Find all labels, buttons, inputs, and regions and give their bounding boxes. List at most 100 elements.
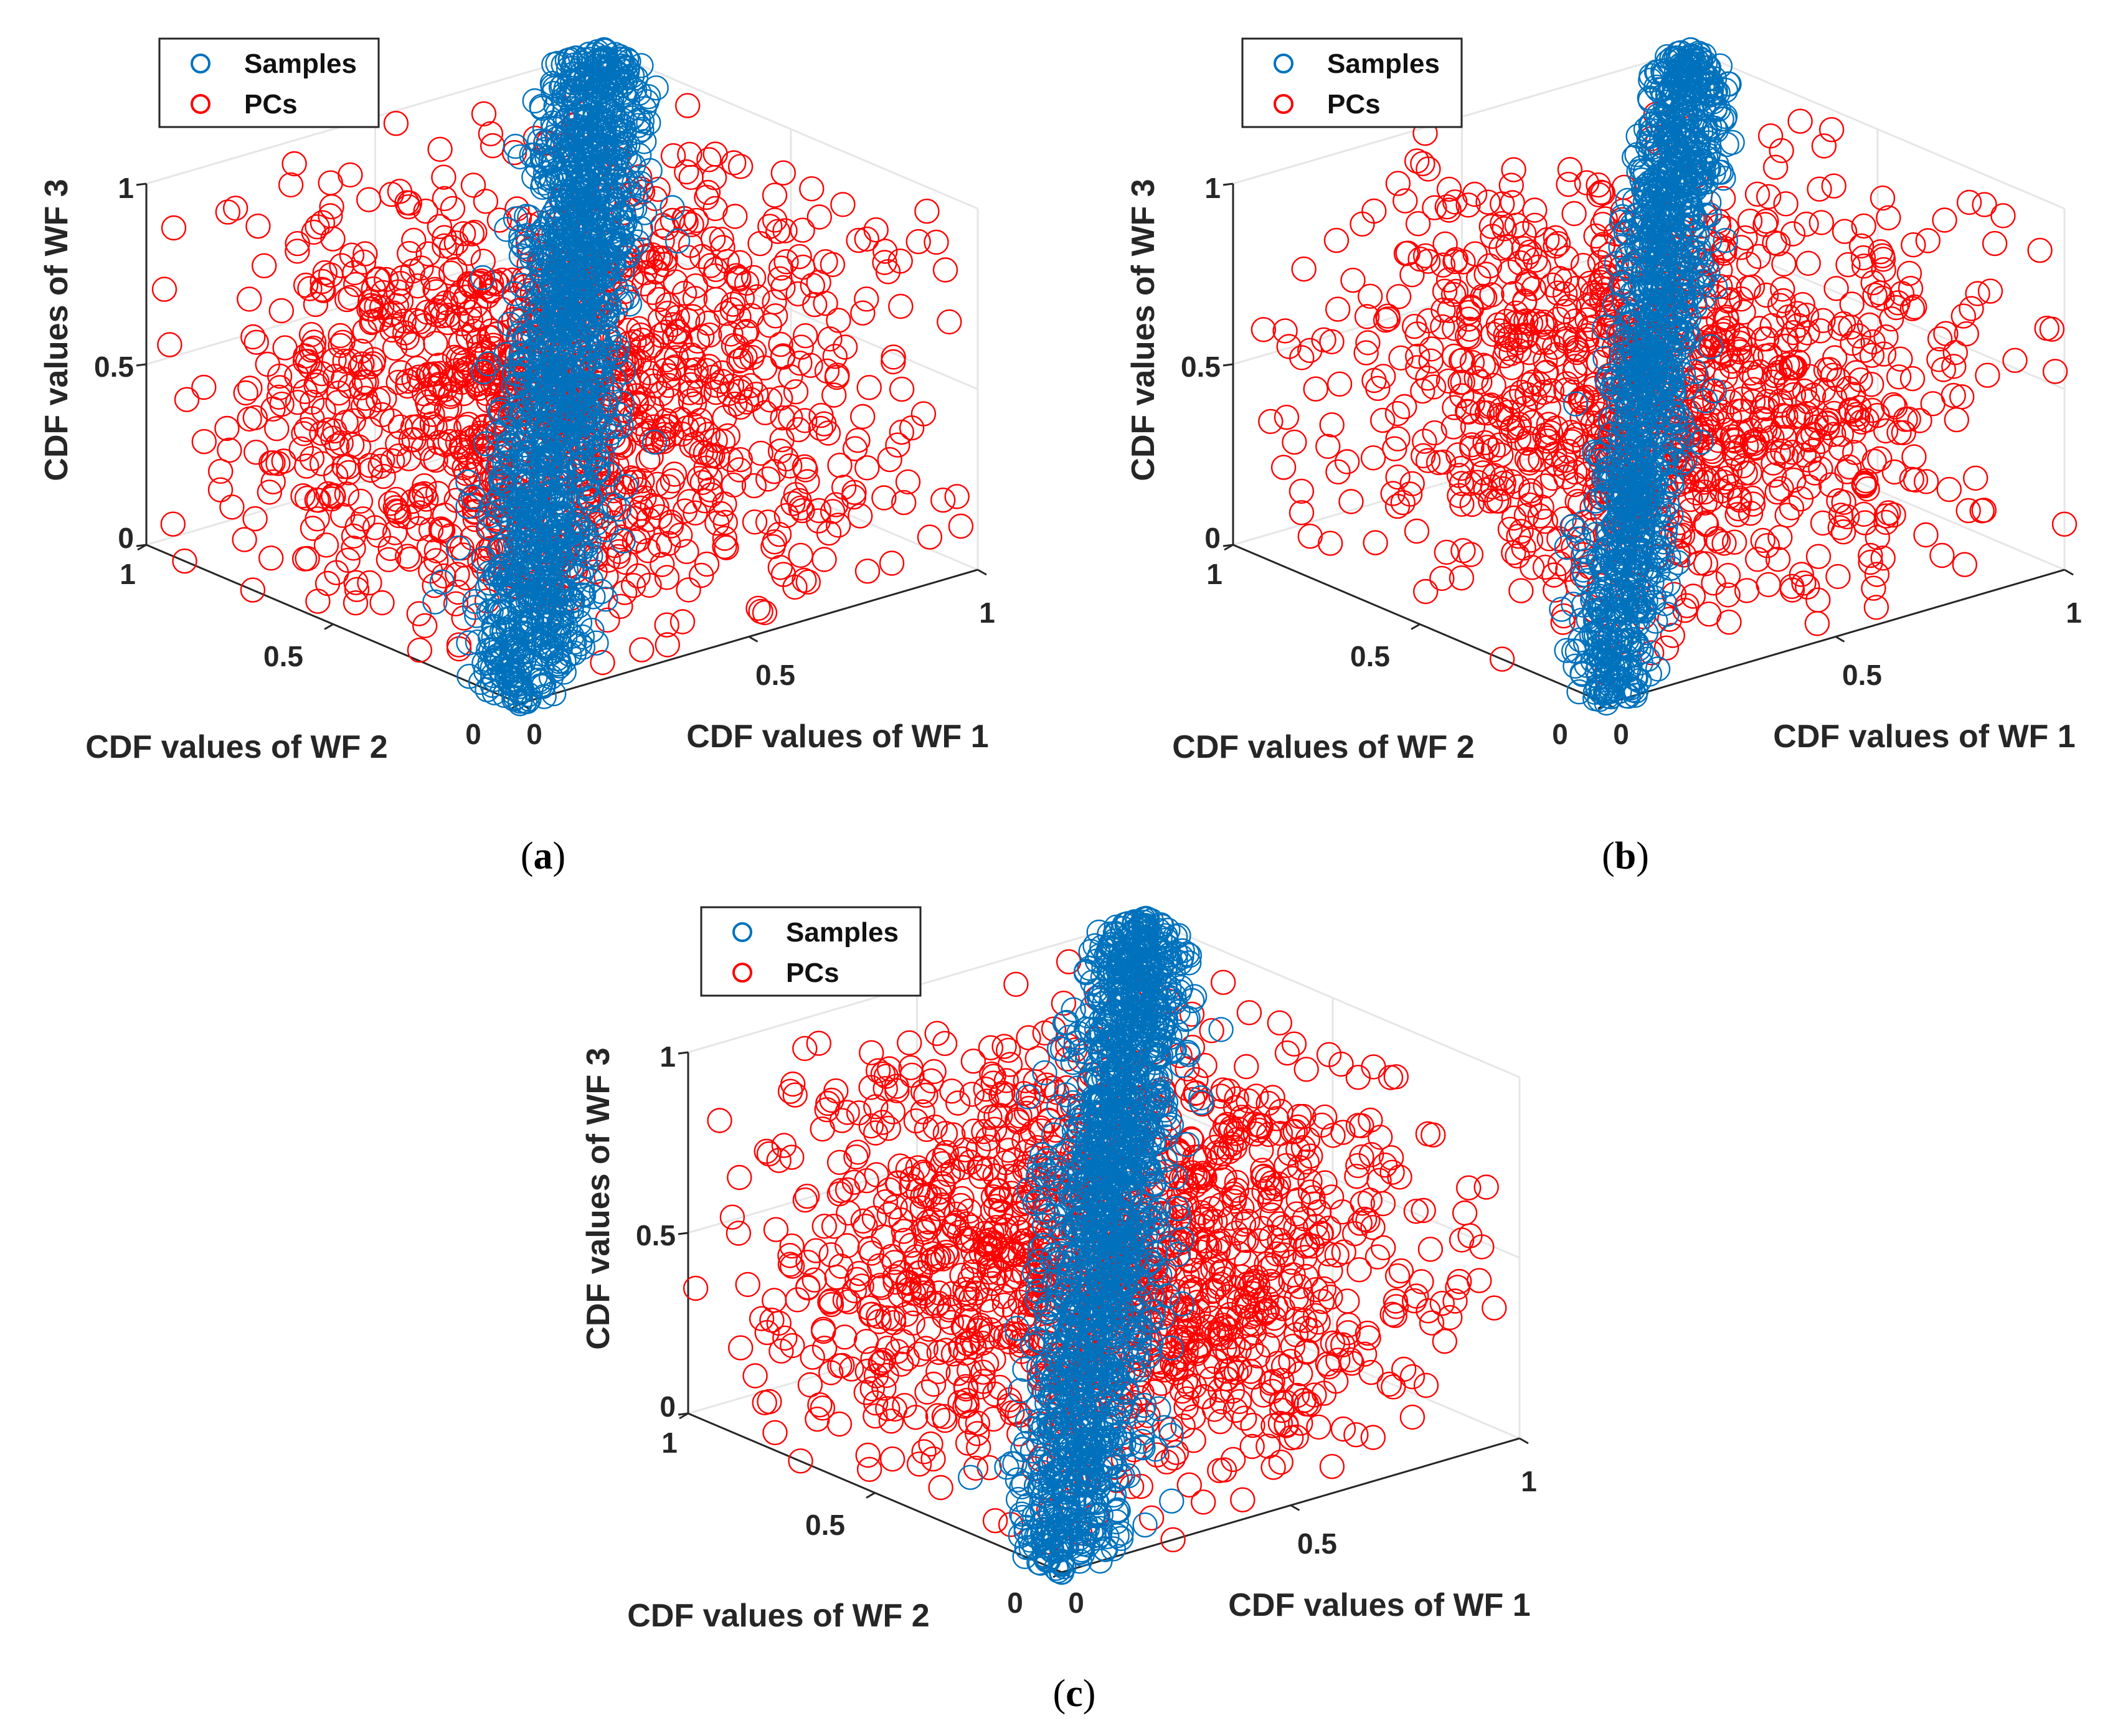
pcs-point xyxy=(699,364,726,390)
pcs-point xyxy=(478,318,504,344)
pcs-point xyxy=(640,493,665,518)
pcs-point xyxy=(656,363,682,389)
pcs-point xyxy=(427,136,453,163)
pcs-point xyxy=(383,110,409,136)
pcs-point xyxy=(297,276,323,301)
y-axis-label: CDF values of WF 2 xyxy=(85,729,387,765)
pcs-point xyxy=(703,257,729,282)
pcs-point xyxy=(1272,318,1298,344)
pcs-point xyxy=(830,192,856,217)
pcs-point xyxy=(343,590,369,616)
x-axis-label: CDF values of WF 1 xyxy=(686,719,988,755)
pcs-point xyxy=(237,375,263,401)
pcs-point xyxy=(332,348,357,374)
pcs-point xyxy=(593,564,619,590)
pcs-point xyxy=(1385,465,1411,490)
pcs-point xyxy=(660,143,686,169)
pcs-point xyxy=(431,164,456,190)
pcs-point xyxy=(712,534,737,559)
pcs-point xyxy=(780,491,806,516)
pcs-point xyxy=(680,345,706,370)
y-tick-mark xyxy=(137,544,147,551)
pcs-point xyxy=(348,488,374,514)
pcs-point xyxy=(655,292,681,318)
pcs-point xyxy=(397,546,423,572)
scatter-marks xyxy=(151,37,974,717)
pcs-point xyxy=(379,317,405,343)
samples-point xyxy=(422,589,448,615)
pcs-point xyxy=(400,332,425,357)
pcs-point xyxy=(2027,237,2053,263)
pcs-point xyxy=(655,474,681,499)
pcs-point xyxy=(741,473,767,499)
pcs-point xyxy=(662,324,688,350)
pcs-point xyxy=(1288,500,1315,526)
pcs-point xyxy=(783,379,809,405)
x-tick-mark xyxy=(1835,636,1845,643)
pcs-point xyxy=(710,428,736,455)
pcs-point xyxy=(760,534,786,560)
pcs-point xyxy=(397,241,422,267)
pcs-point xyxy=(357,570,382,596)
pcs-point xyxy=(635,507,661,532)
pcs-point xyxy=(721,150,747,176)
pcs-point xyxy=(790,254,816,280)
pcs-point xyxy=(269,391,295,417)
pcs-point xyxy=(700,226,726,252)
pcs-point xyxy=(473,189,499,214)
pcs-point xyxy=(739,344,765,370)
pcs-point xyxy=(291,421,316,446)
pcs-point xyxy=(608,593,633,619)
pcs-point xyxy=(727,154,754,179)
pcs-point xyxy=(466,375,492,401)
pcs-point xyxy=(278,172,304,198)
pcs-point xyxy=(366,266,391,292)
pcs-point xyxy=(413,198,438,224)
pcs-point xyxy=(636,335,662,361)
pcs-point xyxy=(769,427,795,453)
pcs-point xyxy=(811,547,837,572)
z-axis-label: CDF values of WF 3 xyxy=(39,179,75,481)
pcs-point xyxy=(745,595,771,621)
pcs-point xyxy=(267,375,293,400)
samples-point xyxy=(494,217,519,242)
pcs-point xyxy=(442,285,468,311)
pcs-point xyxy=(260,469,286,494)
pcs-point xyxy=(471,415,497,440)
pcs-point xyxy=(387,414,414,440)
pcs-point xyxy=(654,612,679,638)
pcs-point xyxy=(504,196,530,222)
pcs-point xyxy=(895,469,921,495)
pcs-point xyxy=(752,600,778,626)
pcs-point xyxy=(305,506,330,532)
pcs-point xyxy=(1870,185,1896,211)
pcs-point xyxy=(427,214,453,239)
pcs-point xyxy=(478,121,504,147)
pcs-point xyxy=(712,526,738,551)
pcs-point xyxy=(1805,544,1832,569)
pcs-point xyxy=(252,253,277,278)
pcs-point xyxy=(1251,317,1277,342)
pcs-point xyxy=(1818,116,1845,143)
pcs-point xyxy=(1941,382,1966,408)
pcs-point xyxy=(436,303,461,328)
pcs-point xyxy=(899,415,925,441)
pcs-point xyxy=(336,460,362,486)
pcs-point xyxy=(244,329,269,355)
z-tick-0: 0 xyxy=(118,522,134,554)
pcs-point xyxy=(1388,345,1414,371)
pcs-point xyxy=(281,151,307,177)
pcs-point xyxy=(423,447,448,473)
pcs-point xyxy=(816,520,842,546)
pcs-point xyxy=(433,397,460,422)
pcs-point xyxy=(1818,472,1844,498)
pcs-point xyxy=(788,495,814,521)
pcs-point xyxy=(1896,260,1922,286)
pcs-point xyxy=(727,447,754,473)
pcs-point xyxy=(762,207,788,233)
pcs-point xyxy=(1498,172,1524,198)
pcs-point xyxy=(422,361,448,387)
pcs-point xyxy=(328,333,353,359)
pcs-point xyxy=(645,471,671,497)
pcs-point xyxy=(626,316,651,341)
